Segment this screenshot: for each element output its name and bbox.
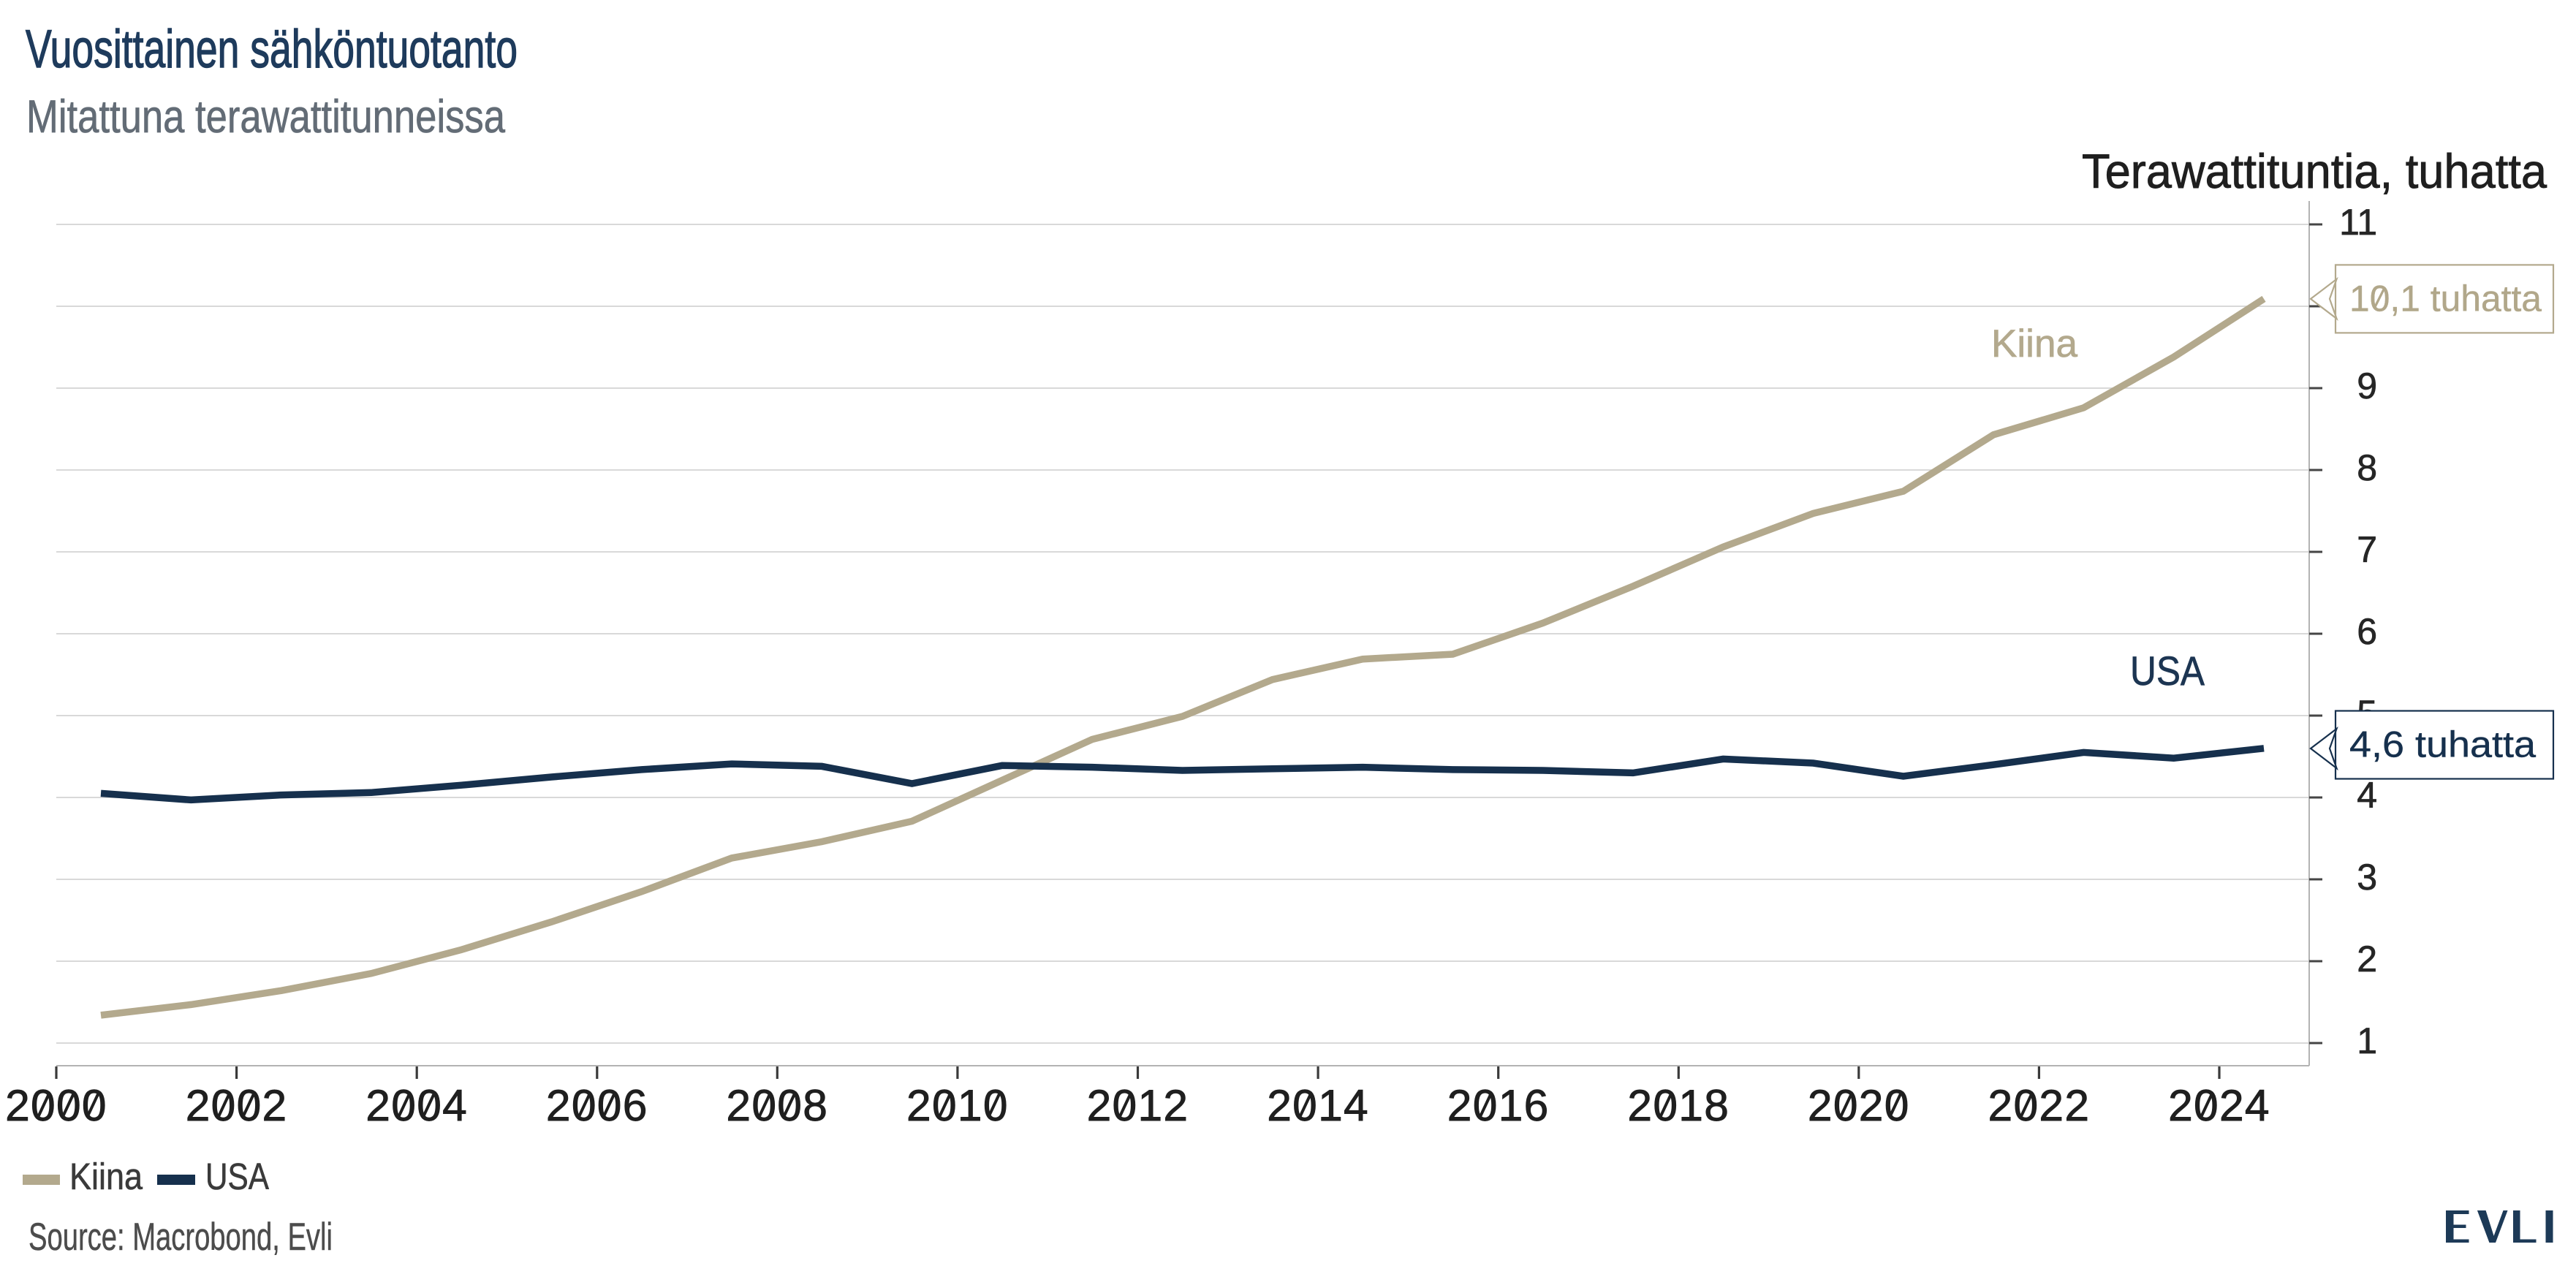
svg-text:Terawattituntia, tuhatta: Terawattituntia, tuhatta <box>2082 144 2547 198</box>
svg-text:2: 2 <box>2357 939 2377 979</box>
svg-text:2008: 2008 <box>726 1080 828 1130</box>
svg-text:2018: 2018 <box>1627 1080 1730 1130</box>
svg-text:USA: USA <box>205 1156 269 1197</box>
svg-text:2022: 2022 <box>1988 1080 2091 1130</box>
svg-text:Kiina: Kiina <box>69 1156 143 1197</box>
svg-text:4,6 tuhatta: 4,6 tuhatta <box>2349 724 2536 765</box>
svg-text:2020: 2020 <box>1808 1080 1910 1130</box>
svg-text:1: 1 <box>2357 1020 2377 1061</box>
svg-text:2002: 2002 <box>186 1080 288 1130</box>
svg-text:3: 3 <box>2357 857 2377 898</box>
svg-text:2006: 2006 <box>546 1080 648 1130</box>
svg-text:2012: 2012 <box>1087 1080 1189 1130</box>
svg-text:8: 8 <box>2357 447 2377 488</box>
svg-text:9: 9 <box>2357 365 2377 406</box>
svg-text:Vuosittainen sähköntuotanto: Vuosittainen sähköntuotanto <box>26 20 518 79</box>
svg-text:Kiina: Kiina <box>1991 322 2078 365</box>
svg-text:2010: 2010 <box>906 1080 1009 1130</box>
svg-text:2014: 2014 <box>1267 1080 1369 1130</box>
svg-text:4: 4 <box>2357 775 2377 816</box>
svg-text:11: 11 <box>2339 202 2377 243</box>
svg-text:2024: 2024 <box>2168 1080 2270 1130</box>
svg-text:Mitattuna terawattitunneissa: Mitattuna terawattitunneissa <box>26 91 506 143</box>
svg-text:2000: 2000 <box>5 1080 107 1130</box>
svg-text:10,1 tuhatta: 10,1 tuhatta <box>2349 278 2542 319</box>
svg-text:6: 6 <box>2357 611 2377 652</box>
svg-text:7: 7 <box>2357 529 2377 570</box>
svg-text:2004: 2004 <box>365 1080 468 1130</box>
svg-text:Source: Macrobond, Evli: Source: Macrobond, Evli <box>29 1216 333 1259</box>
svg-text:2016: 2016 <box>1447 1080 1550 1130</box>
svg-text:USA: USA <box>2130 648 2205 694</box>
